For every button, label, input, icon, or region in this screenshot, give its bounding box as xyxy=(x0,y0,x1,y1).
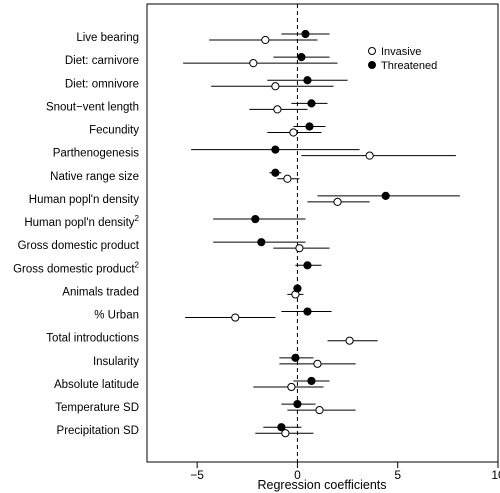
category-label: Snout−vent length xyxy=(46,101,139,113)
category-label: Absolute latitude xyxy=(54,379,139,391)
threatened-point xyxy=(271,145,280,154)
threatened-point xyxy=(293,399,302,409)
invasive-point xyxy=(289,128,298,137)
x-axis-label: Regression coefficients xyxy=(257,478,386,492)
category-label: Human popl'n density xyxy=(29,194,139,206)
category-label: Fecundity xyxy=(89,125,139,137)
legend-marker-invasive xyxy=(368,47,376,55)
x-tick-label: 5 xyxy=(394,468,401,482)
legend-marker-threatened xyxy=(368,61,376,69)
x-tick-label: 10 xyxy=(491,468,500,482)
x-tick-label: −5 xyxy=(190,468,204,482)
category-label: Gross domestic product2 xyxy=(13,260,139,275)
category-label: Animals traded xyxy=(62,286,139,298)
threatened-point xyxy=(307,99,316,108)
category-label: % Urban xyxy=(94,310,139,322)
invasive-point xyxy=(283,174,292,183)
category-label: Total introductions xyxy=(46,333,139,345)
invasive-point xyxy=(281,429,290,438)
invasive-point xyxy=(231,313,240,322)
category-label: Diet: omnivore xyxy=(65,78,139,90)
invasive-point xyxy=(333,197,342,207)
invasive-point xyxy=(249,59,258,68)
x-tick-label: 0 xyxy=(294,468,301,482)
invasive-point xyxy=(261,35,270,45)
legend-label-invasive: Invasive xyxy=(381,46,421,58)
category-label: Native range size xyxy=(50,171,139,183)
threatened-point xyxy=(293,284,302,293)
plot-frame xyxy=(146,3,499,463)
category-label: Precipitation SD xyxy=(57,425,139,437)
threatened-point xyxy=(381,191,390,201)
invasive-point xyxy=(345,336,354,345)
threatened-point xyxy=(301,29,310,39)
threatened-point xyxy=(271,168,280,177)
category-label: Gross domestic product xyxy=(18,240,140,252)
threatened-point xyxy=(291,353,300,362)
x-axis: −5 0 5 10 xyxy=(190,462,500,482)
invasive-point xyxy=(271,82,280,91)
category-label: Insularity xyxy=(93,356,139,368)
threatened-point xyxy=(277,423,286,432)
threatened-point xyxy=(307,376,316,386)
legend: Invasive Threatened xyxy=(368,46,437,72)
category-label: Temperature SD xyxy=(55,402,139,414)
invasive-point xyxy=(287,382,296,392)
legend-label-threatened: Threatened xyxy=(381,60,437,72)
plot-area xyxy=(146,3,499,463)
category-labels: Live bearing Diet: carnivore Diet: omnivor… xyxy=(13,32,140,437)
category-label: Human popl'n density2 xyxy=(24,214,139,229)
threatened-point xyxy=(303,76,312,85)
invasive-point xyxy=(315,405,324,415)
invasive-point xyxy=(295,244,304,253)
invasive-point xyxy=(313,359,322,368)
invasive-point xyxy=(273,105,282,114)
invasive-point xyxy=(365,151,374,160)
category-label: Parthenogenesis xyxy=(53,148,140,160)
threatened-point xyxy=(303,307,312,316)
category-label: Diet: carnivore xyxy=(65,55,139,67)
threatened-point xyxy=(303,261,312,270)
threatened-point xyxy=(251,214,260,224)
threatened-point xyxy=(297,53,306,62)
threatened-point xyxy=(257,238,266,247)
threatened-point xyxy=(305,122,314,131)
category-label: Live bearing xyxy=(76,32,139,44)
